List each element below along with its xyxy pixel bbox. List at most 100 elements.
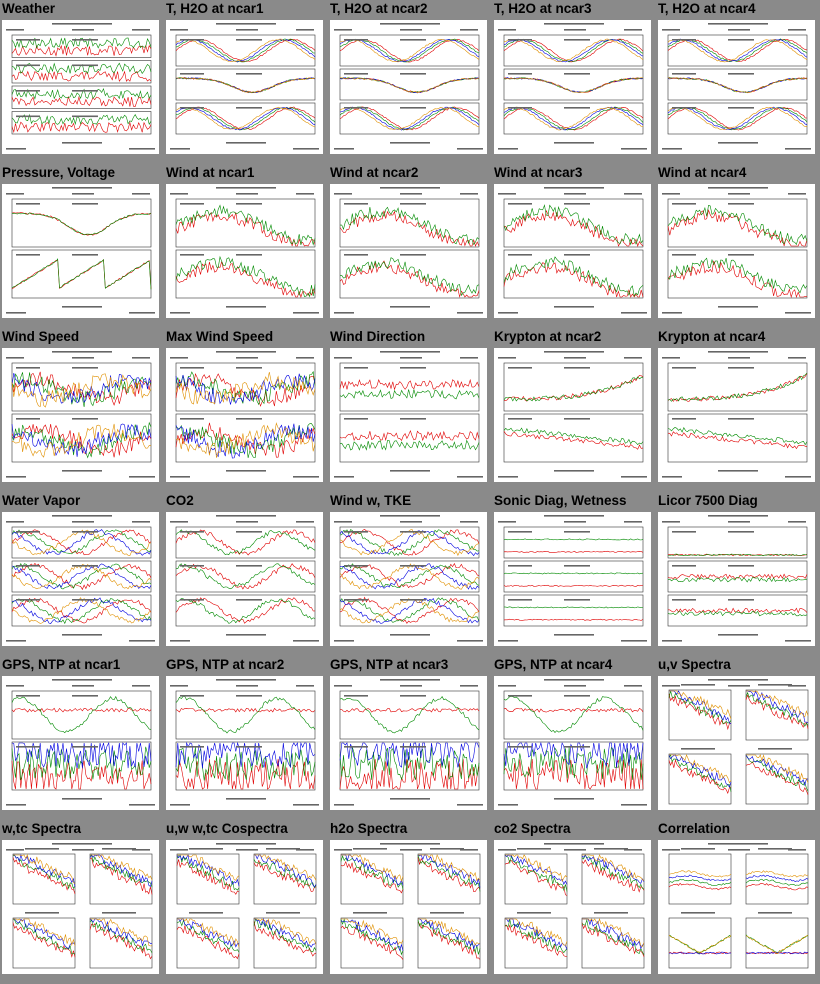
data-series-line — [667, 610, 808, 617]
plot-thumbnail-link[interactable] — [658, 512, 815, 646]
data-series-line — [503, 707, 644, 713]
plot-header — [216, 843, 276, 845]
legend-label — [400, 39, 426, 41]
plot-thumbnail-link[interactable] — [658, 20, 815, 154]
subplot-frame — [12, 917, 76, 969]
panel-h2o-spectra[interactable]: h2o Spectra — [328, 820, 492, 984]
data-series-line — [339, 529, 480, 556]
panel-co2[interactable]: CO2 — [164, 492, 328, 656]
data-series-line — [339, 439, 480, 451]
legend-label — [72, 418, 98, 420]
plot-thumbnail-link[interactable] — [494, 184, 651, 318]
spectrum-line — [340, 860, 404, 894]
plot-thumbnail-link[interactable] — [2, 840, 159, 974]
plot-thumbnail-link[interactable] — [494, 840, 651, 974]
plot-thumbnail-link[interactable] — [330, 512, 487, 646]
legend-label — [400, 599, 426, 601]
plot-thumbnail-link[interactable] — [658, 348, 815, 482]
data-series-line — [503, 38, 644, 63]
panel-max-wind-speed[interactable]: Max Wind Speed — [164, 328, 328, 492]
panel-t-h2o-at-ncar4[interactable]: T, H2O at ncar4 — [656, 0, 820, 164]
panel-wind-at-ncar1[interactable]: Wind at ncar1 — [164, 164, 328, 328]
plot-thumbnail-link[interactable] — [2, 20, 159, 154]
spectrum-line — [668, 693, 732, 731]
plot-frame — [503, 526, 644, 559]
plot-thumbnail-link[interactable] — [166, 348, 323, 482]
panel-title: GPS, NTP at ncar4 — [494, 657, 613, 672]
plot-thumbnail-link[interactable] — [330, 676, 487, 810]
panel-water-vapor[interactable]: Water Vapor — [0, 492, 164, 656]
panel-t-h2o-at-ncar1[interactable]: T, H2O at ncar1 — [164, 0, 328, 164]
plot-thumbnail-link[interactable] — [166, 20, 323, 154]
plot-date-label — [624, 29, 642, 31]
legend-label — [564, 565, 590, 567]
panel-gps-ntp-at-ncar1[interactable]: GPS, NTP at ncar1 — [0, 656, 164, 820]
plot-date-label — [460, 685, 478, 687]
spectrum-line — [254, 918, 317, 945]
plot-thumbnail-link[interactable] — [330, 184, 487, 318]
panel-title: Wind w, TKE — [330, 493, 412, 508]
panel-pressure-voltage[interactable]: Pressure, Voltage — [0, 164, 164, 328]
plot-thumbnail-link[interactable] — [166, 184, 323, 318]
plot-thumbnail-link[interactable] — [2, 676, 159, 810]
panel-krypton-at-ncar4[interactable]: Krypton at ncar4 — [656, 328, 820, 492]
panel-sonic-diag-wetness[interactable]: Sonic Diag, Wetness — [492, 492, 656, 656]
panel-gps-ntp-at-ncar2[interactable]: GPS, NTP at ncar2 — [164, 656, 328, 820]
panel-u-v-spectra[interactable]: u,v Spectra — [656, 656, 820, 820]
panel-w-tc-spectra[interactable]: w,tc Spectra — [0, 820, 164, 984]
panel-t-h2o-at-ncar2[interactable]: T, H2O at ncar2 — [328, 0, 492, 164]
panel-wind-w-tke[interactable]: Wind w, TKE — [328, 492, 492, 656]
footer-label — [785, 640, 811, 642]
legend-label — [180, 695, 204, 697]
legend-label — [180, 367, 204, 369]
plot-thumbnail-link[interactable] — [330, 348, 487, 482]
plot-header — [216, 23, 276, 25]
plot-thumbnail-link[interactable] — [330, 840, 487, 974]
panel-gps-ntp-at-ncar3[interactable]: GPS, NTP at ncar3 — [328, 656, 492, 820]
legend-label — [344, 39, 368, 41]
panel-licor-7500-diag[interactable]: Licor 7500 Diag — [656, 492, 820, 656]
timestamp-label — [334, 640, 354, 642]
panel-krypton-at-ncar2[interactable]: Krypton at ncar2 — [492, 328, 656, 492]
panel-correlation[interactable]: Correlation — [656, 820, 820, 984]
data-series-line — [339, 429, 480, 442]
plot-thumbnail-link[interactable] — [658, 184, 815, 318]
plot-frame — [339, 68, 480, 101]
subplot-frame — [253, 917, 317, 969]
plot-thumbnail-link[interactable] — [2, 348, 159, 482]
plot-frame — [11, 560, 152, 593]
data-series-line — [503, 572, 644, 575]
plot-thumbnail-link[interactable] — [166, 512, 323, 646]
panel-co2-spectra[interactable]: co2 Spectra — [492, 820, 656, 984]
legend-label — [728, 254, 754, 256]
plot-thumbnail-link[interactable] — [2, 184, 159, 318]
panel-wind-at-ncar4[interactable]: Wind at ncar4 — [656, 164, 820, 328]
plot-thumbnail-link[interactable] — [658, 676, 815, 810]
plot-frame — [11, 34, 152, 58]
plot-thumbnail-link[interactable] — [494, 512, 651, 646]
spectrum-line — [745, 934, 809, 954]
panel-gps-ntp-at-ncar4[interactable]: GPS, NTP at ncar4 — [492, 656, 656, 820]
plot-thumbnail-link[interactable] — [2, 512, 159, 646]
data-series-line — [339, 596, 480, 624]
plot-thumbnail-link[interactable] — [494, 20, 651, 154]
plot-thumbnail-link[interactable] — [494, 676, 651, 810]
plot-date-label — [72, 29, 94, 31]
legend-label — [72, 203, 98, 205]
panel-wind-at-ncar3[interactable]: Wind at ncar3 — [492, 164, 656, 328]
legend-label — [672, 531, 696, 533]
footer-label — [129, 640, 155, 642]
panel-wind-at-ncar2[interactable]: Wind at ncar2 — [328, 164, 492, 328]
footer-label — [457, 148, 483, 150]
plot-thumbnail-link[interactable] — [494, 348, 651, 482]
plot-thumbnail-link[interactable] — [658, 840, 815, 974]
plot-thumbnail-link[interactable] — [166, 676, 323, 810]
panel-u-w-w-tc-cospectra[interactable]: u,w w,tc Cospectra — [164, 820, 328, 984]
plot-thumbnail-link[interactable] — [330, 20, 487, 154]
panel-wind-direction[interactable]: Wind Direction — [328, 328, 492, 492]
panel-t-h2o-at-ncar3[interactable]: T, H2O at ncar3 — [492, 0, 656, 164]
panel-wind-speed[interactable]: Wind Speed — [0, 328, 164, 492]
plot-thumbnail-link[interactable] — [166, 840, 323, 974]
panel-weather[interactable]: Weather — [0, 0, 164, 164]
data-series-line — [175, 77, 316, 93]
